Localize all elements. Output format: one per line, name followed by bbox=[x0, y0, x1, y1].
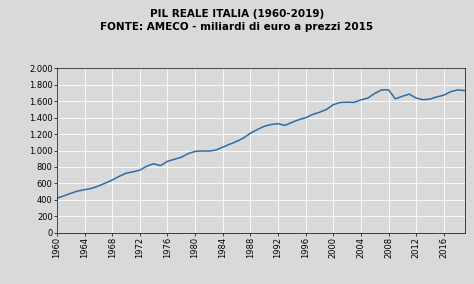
Text: PIL REALE ITALIA (1960-2019)
FONTE: AMECO - miliardi di euro a prezzi 2015: PIL REALE ITALIA (1960-2019) FONTE: AMEC… bbox=[100, 9, 374, 32]
